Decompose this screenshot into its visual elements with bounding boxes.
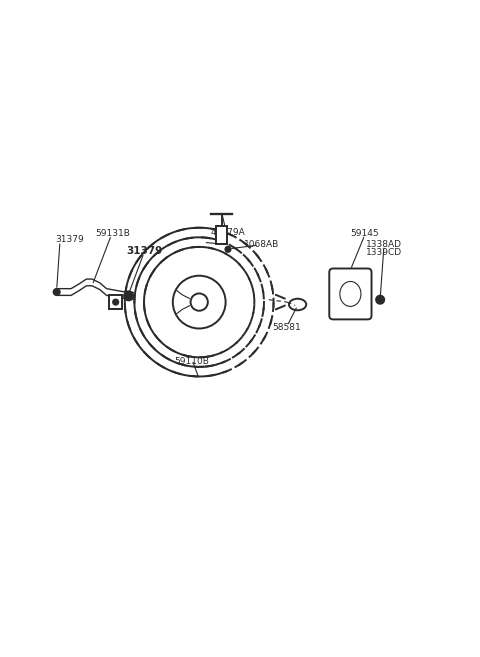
Text: 31379: 31379 (126, 246, 162, 256)
Circle shape (376, 296, 384, 304)
Text: 58581: 58581 (273, 323, 301, 332)
Text: 1068AB: 1068AB (244, 240, 279, 248)
PathPatch shape (57, 279, 133, 299)
Text: 59131B: 59131B (96, 229, 130, 238)
Bar (109, 295, 122, 309)
FancyBboxPatch shape (329, 269, 372, 319)
Text: 1338AD: 1338AD (366, 240, 402, 248)
Bar (216, 226, 227, 244)
Text: 1339CD: 1339CD (366, 248, 402, 257)
Text: 59110B: 59110B (175, 357, 209, 366)
Circle shape (53, 288, 60, 296)
Circle shape (124, 291, 133, 301)
Circle shape (113, 299, 119, 305)
Circle shape (191, 294, 208, 311)
Text: 31379: 31379 (55, 235, 84, 244)
Text: 43779A: 43779A (211, 228, 245, 237)
Circle shape (225, 246, 231, 252)
Circle shape (173, 276, 226, 328)
Text: 59145: 59145 (350, 229, 379, 238)
